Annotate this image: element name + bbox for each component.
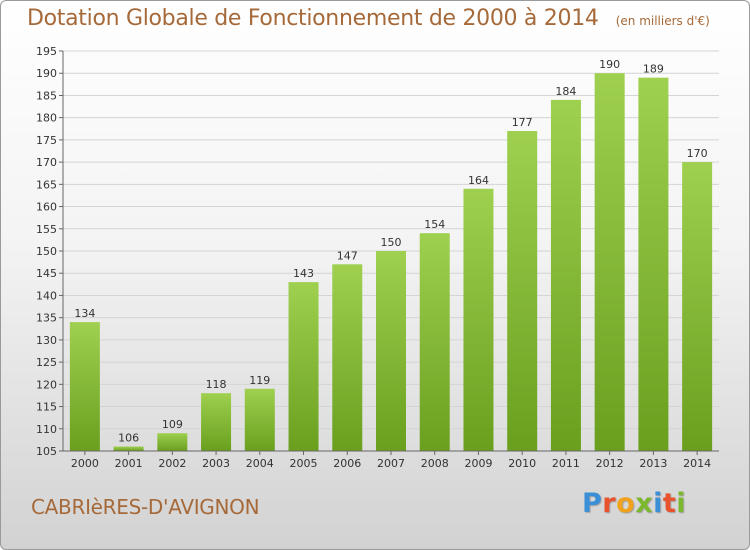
y-tick-label: 105 <box>36 445 57 458</box>
y-tick-label: 175 <box>36 134 57 147</box>
y-tick-label: 185 <box>36 89 57 102</box>
x-tick-label: 2013 <box>639 457 667 470</box>
y-tick-label: 125 <box>36 356 57 369</box>
proxiti-logo: Proxiti <box>582 488 686 519</box>
bar-value-label: 147 <box>337 249 358 262</box>
bar-value-label: 150 <box>381 236 402 249</box>
x-tick-label: 2003 <box>202 457 230 470</box>
x-tick-label: 2006 <box>333 457 361 470</box>
bar <box>550 99 581 451</box>
bar <box>201 393 232 451</box>
bar-value-label: 170 <box>687 147 708 160</box>
logo-letter: t <box>662 488 677 519</box>
logo-letter: o <box>616 488 636 519</box>
bar <box>332 264 363 451</box>
y-tick-label: 115 <box>36 401 57 414</box>
bar <box>157 433 188 451</box>
bar <box>594 73 625 451</box>
x-tick-label: 2014 <box>683 457 711 470</box>
y-tick-label: 165 <box>36 178 57 191</box>
y-tick-label: 135 <box>36 312 57 325</box>
y-tick-label: 145 <box>36 267 57 280</box>
logo-letter: r <box>602 488 617 519</box>
bar <box>419 233 450 451</box>
chart-subtitle: (en milliers d'€) <box>615 14 710 28</box>
bar <box>244 388 275 451</box>
bar-value-label: 134 <box>74 307 95 320</box>
y-tick-label: 160 <box>36 201 57 214</box>
x-tick-label: 2001 <box>115 457 143 470</box>
bar <box>113 446 144 451</box>
x-tick-label: 2005 <box>290 457 318 470</box>
bar-value-label: 118 <box>206 378 227 391</box>
x-tick-label: 2009 <box>464 457 492 470</box>
bar <box>682 162 713 451</box>
bar-value-label: 109 <box>162 418 183 431</box>
x-tick-label: 2011 <box>552 457 580 470</box>
y-tick-label: 195 <box>36 45 57 58</box>
y-tick-label: 110 <box>36 423 57 436</box>
commune-name: CABRIèRES-D'AVIGNON <box>31 495 260 519</box>
y-tick-label: 155 <box>36 223 57 236</box>
y-tick-label: 180 <box>36 112 57 125</box>
bar <box>463 188 494 451</box>
title-row: Dotation Globale de Fonctionnement de 20… <box>27 6 710 31</box>
x-tick-label: 2004 <box>246 457 274 470</box>
bar <box>288 282 319 451</box>
bar-value-label: 119 <box>249 374 270 387</box>
bar-value-label: 154 <box>424 218 445 231</box>
y-tick-label: 130 <box>36 334 57 347</box>
x-tick-label: 2010 <box>508 457 536 470</box>
x-tick-label: 2002 <box>158 457 186 470</box>
logo-letter: i <box>653 488 663 519</box>
x-tick-label: 2007 <box>377 457 405 470</box>
bar-value-label: 164 <box>468 174 489 187</box>
logo-letter: x <box>635 488 654 519</box>
y-tick-label: 170 <box>36 156 57 169</box>
axes: 105 110 115 120 125 130 135 140 145 150 155 160 165 1… <box>36 45 719 470</box>
x-tick-label: 2012 <box>596 457 624 470</box>
bar-value-label: 177 <box>512 116 533 129</box>
x-tick-label: 2000 <box>71 457 99 470</box>
chart-title: Dotation Globale de Fonctionnement de 20… <box>27 6 599 31</box>
bar <box>638 77 669 452</box>
bar <box>507 131 538 451</box>
logo-letter: P <box>582 488 603 519</box>
y-tick-label: 120 <box>36 378 57 391</box>
bar-value-label: 106 <box>118 432 139 445</box>
bar-value-label: 189 <box>643 63 664 76</box>
bar-value-label: 190 <box>599 58 620 71</box>
bar-value-label: 184 <box>555 85 576 98</box>
logo-letter: i <box>676 488 687 519</box>
bar <box>69 322 100 451</box>
y-tick-label: 150 <box>36 245 57 258</box>
bar <box>376 251 406 451</box>
bar-value-label: 143 <box>293 267 314 280</box>
x-tick-label: 2008 <box>421 457 449 470</box>
y-tick-label: 140 <box>36 289 57 302</box>
y-tick-label: 190 <box>36 67 57 80</box>
bars: 134 106 109 118 119 143 147 150 154 164 177 184 190 1… <box>69 58 713 452</box>
